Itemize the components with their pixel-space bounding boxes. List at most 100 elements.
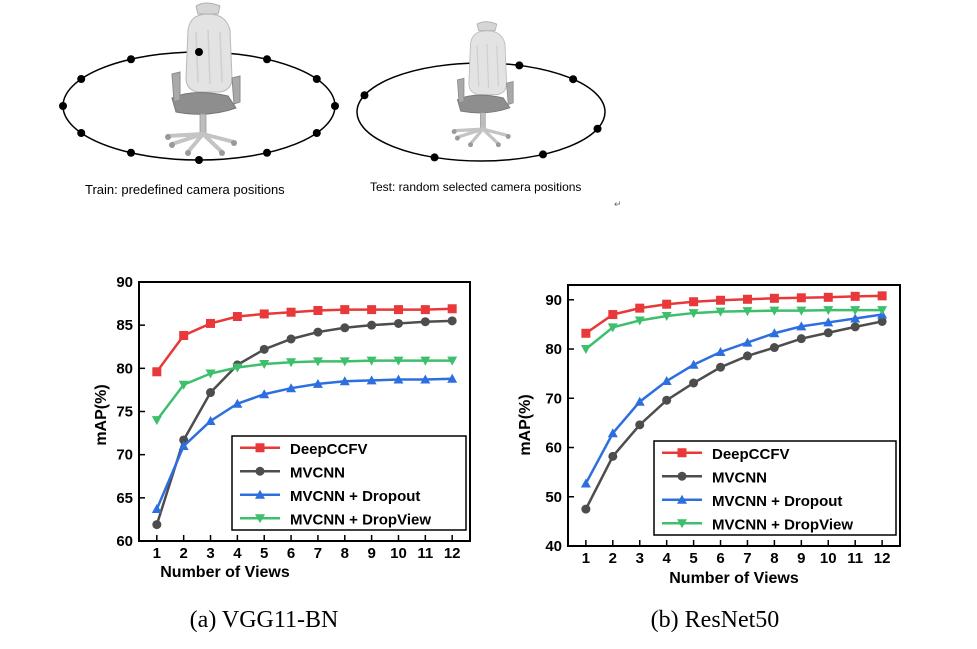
- data-point: [178, 380, 189, 390]
- data-point: [742, 337, 753, 347]
- y-tick-label: 80: [545, 341, 562, 358]
- x-tick-label: 12: [874, 550, 891, 567]
- series-line: [155, 359, 453, 421]
- data-point: [877, 291, 887, 301]
- data-point: [715, 346, 726, 356]
- data-point: [850, 322, 860, 332]
- data-point: [393, 318, 403, 328]
- legend-marker: [255, 466, 265, 476]
- data-point: [366, 356, 377, 366]
- data-point: [447, 373, 458, 383]
- data-point: [178, 441, 189, 451]
- legend-marker: [677, 448, 687, 458]
- legend-label: MVCNN: [290, 464, 345, 481]
- data-point: [769, 293, 779, 303]
- y-tick-label: 90: [545, 292, 562, 309]
- data-point: [232, 312, 242, 322]
- y-tick-label: 90: [116, 274, 133, 291]
- legend-label: DeepCCFV: [712, 446, 790, 463]
- x-tick-label: 9: [797, 550, 805, 567]
- chart-b-ylabel: mAP(%): [517, 394, 534, 455]
- camera-dot-icon: [263, 148, 271, 157]
- camera-dot-icon: [331, 102, 339, 110]
- data-point: [742, 351, 752, 361]
- data-point: [581, 328, 591, 338]
- data-point: [152, 367, 162, 377]
- x-tick-label: 11: [847, 550, 863, 567]
- legend-box: [653, 440, 897, 536]
- camera-dot-icon: [77, 75, 86, 83]
- x-tick-label: 3: [636, 550, 644, 567]
- x-tick-label: 5: [260, 545, 268, 562]
- data-point: [688, 309, 699, 319]
- data-point: [581, 504, 591, 514]
- x-tick-label: 10: [820, 550, 837, 567]
- data-point: [715, 307, 726, 317]
- data-point: [850, 313, 861, 323]
- data-point: [769, 343, 779, 353]
- legend-label: MVCNN + DropView: [712, 516, 853, 533]
- data-point: [689, 297, 699, 307]
- data-point: [393, 356, 404, 366]
- camera-dot-icon: [569, 75, 578, 84]
- data-point: [151, 504, 162, 514]
- camera-dot-icon: [127, 55, 135, 64]
- data-point: [742, 294, 752, 304]
- legend-box: [231, 435, 467, 531]
- x-tick-label: 2: [180, 545, 188, 562]
- legend-marker: [255, 514, 265, 524]
- office-chair-icon: [163, 1, 242, 158]
- data-point: [366, 375, 377, 385]
- camera-dot-icon: [360, 91, 369, 100]
- data-point: [607, 323, 618, 333]
- train-caption: Train: predefined camera positions: [85, 182, 285, 197]
- chart-a-xlabel: Number of Views: [160, 564, 290, 581]
- x-tick-label: 3: [206, 545, 214, 562]
- camera-dot-icon: [77, 129, 86, 137]
- camera-dot-icon: [515, 61, 524, 70]
- chart-b-xlabel: Number of Views: [669, 570, 799, 587]
- return-mark: ↵: [614, 199, 622, 209]
- test-caption: Test: random selected camera positions: [370, 180, 581, 194]
- data-point: [689, 378, 699, 388]
- data-point: [608, 451, 618, 461]
- x-tick-label: 4: [233, 545, 242, 562]
- series-mvcnn-dropview: [151, 356, 458, 426]
- legend-label: MVCNN: [712, 469, 767, 486]
- series-deepccfv: [152, 304, 457, 377]
- data-point: [635, 420, 645, 430]
- data-point: [286, 383, 297, 393]
- data-point: [850, 306, 861, 316]
- legend-marker: [255, 443, 265, 453]
- legend-label: DeepCCFV: [290, 441, 368, 458]
- x-tick-label: 1: [582, 550, 590, 567]
- series-mvcnn-dropview: [580, 306, 888, 355]
- series-line: [584, 320, 883, 510]
- camera-dot-icon: [430, 153, 439, 162]
- data-point: [340, 323, 350, 333]
- data-point: [205, 415, 216, 425]
- data-point: [447, 304, 457, 314]
- data-point: [312, 357, 323, 367]
- x-tick-label: 5: [689, 550, 697, 567]
- data-point: [420, 374, 431, 384]
- data-point: [205, 369, 216, 379]
- x-tick-label: 4: [662, 550, 671, 567]
- data-point: [823, 317, 834, 327]
- camera-dot-icon: [59, 102, 67, 110]
- camera-dot-icon: [539, 150, 547, 159]
- data-point: [796, 321, 807, 331]
- data-point: [447, 316, 457, 326]
- data-point: [420, 317, 430, 327]
- data-point: [206, 388, 216, 398]
- y-tick-label: 70: [116, 447, 133, 464]
- data-point: [661, 312, 672, 322]
- data-point: [259, 389, 270, 399]
- y-tick-label: 50: [545, 489, 562, 506]
- chart-a-ylabel: mAP(%): [93, 384, 110, 445]
- data-point: [259, 360, 270, 370]
- data-point: [796, 306, 807, 316]
- data-point: [634, 316, 645, 326]
- x-tick-label: 12: [444, 545, 461, 562]
